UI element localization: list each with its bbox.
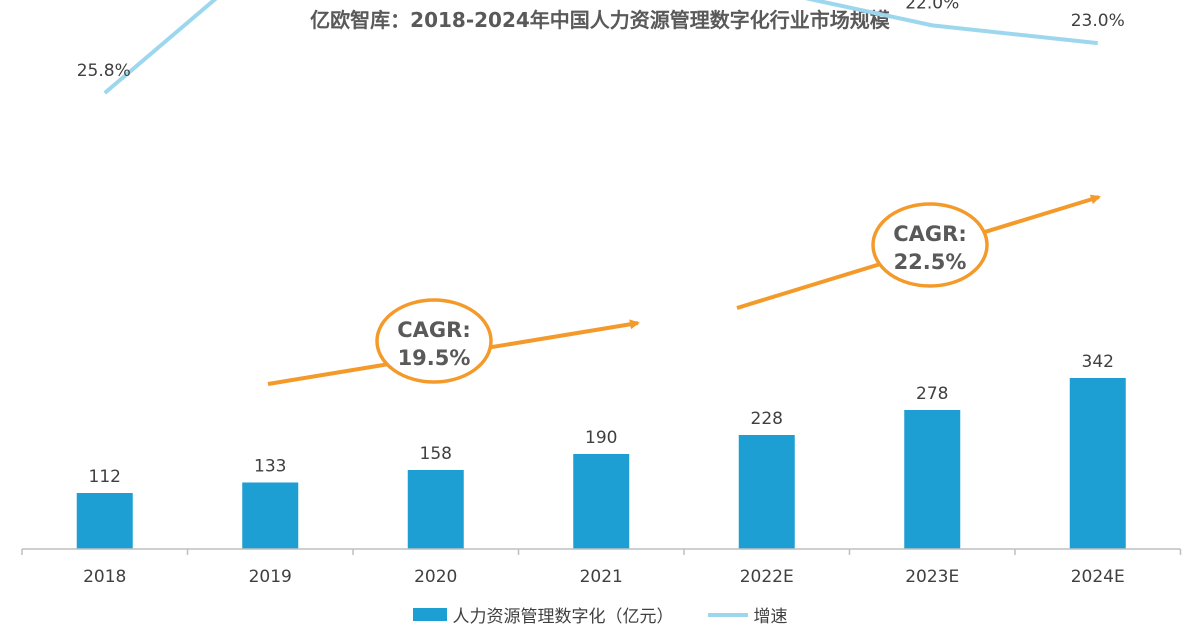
cagr-circle	[871, 202, 989, 288]
legend-item-line: 增速	[707, 602, 788, 627]
legend: 人力资源管理数字化（亿元） 增速	[0, 602, 1200, 627]
x-tick-label: 2021	[580, 567, 623, 587]
growth-value-label: 25.8%	[77, 61, 131, 81]
bar-2024E	[1069, 378, 1126, 549]
cagr-circle	[375, 298, 493, 384]
chart-canvas: 112 133 158 190 228 278 342 2018 2019 2020 2021 20…	[21, 0, 1182, 587]
bar-value-label: 342	[1082, 352, 1114, 372]
x-tick-label: 2019	[249, 567, 292, 587]
bar-value-label: 112	[89, 467, 121, 487]
legend-swatch-line	[707, 612, 748, 617]
bar-value-label: 190	[585, 428, 617, 448]
legend-label-line: 增速	[753, 607, 788, 627]
bar-2022E	[738, 435, 795, 549]
x-tick-label: 2023E	[905, 567, 959, 587]
cagr-value: 22.5%	[894, 250, 967, 274]
growth-value-label: 22.0%	[905, 0, 959, 13]
x-tick-label: 2022E	[740, 567, 794, 587]
bar-2018	[76, 493, 133, 549]
growth-value-label: 23.0%	[1071, 11, 1125, 31]
x-tick-label: 2024E	[1071, 567, 1125, 587]
x-tick-label: 2018	[83, 567, 126, 587]
bar-value-label: 133	[254, 457, 286, 477]
chart-title: 亿欧智库：2018-2024年中国人力资源管理数字化行业市场规模	[310, 8, 890, 32]
x-tick-label: 2020	[414, 567, 457, 587]
legend-item-bar: 人力资源管理数字化（亿元）	[412, 602, 674, 627]
bar-2021	[573, 454, 630, 549]
bar-2019	[242, 482, 299, 549]
bar-2023E	[904, 410, 961, 549]
cagr-label: CAGR:	[893, 222, 966, 246]
bar-2020	[407, 470, 464, 549]
cagr-value: 19.5%	[398, 346, 471, 370]
growth-line	[103, 0, 1098, 95]
bar-value-label: 228	[751, 409, 783, 429]
cagr-label: CAGR:	[397, 318, 470, 342]
legend-swatch-bar	[412, 608, 447, 621]
bar-value-label: 158	[420, 444, 452, 464]
legend-label-bar: 人力资源管理数字化（亿元）	[452, 607, 674, 627]
bar-value-label: 278	[916, 384, 948, 404]
